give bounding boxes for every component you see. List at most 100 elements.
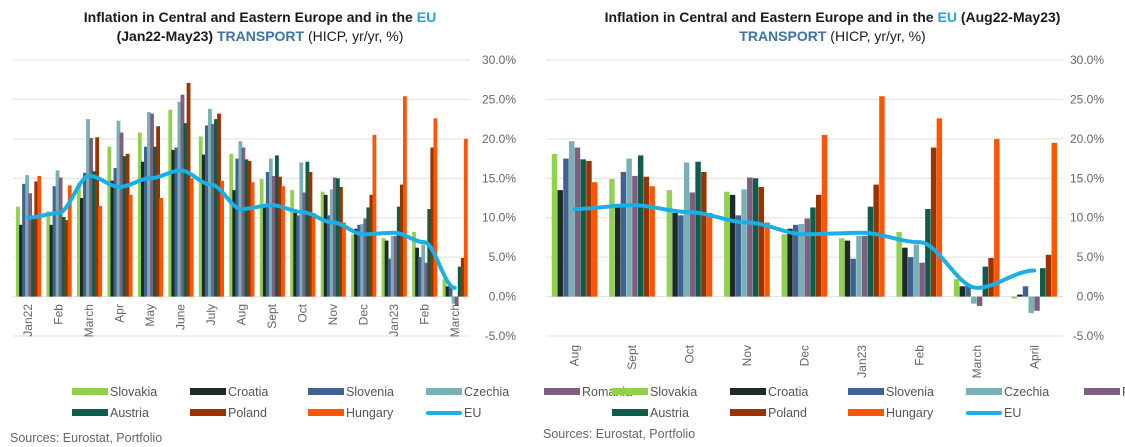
bar-hungary — [706, 212, 713, 297]
bar-slovakia — [381, 238, 386, 297]
bar-croatia — [140, 161, 145, 297]
bar-romania — [241, 147, 246, 297]
bar-romania — [302, 192, 307, 297]
bar-slovakia — [781, 234, 787, 297]
y-tick-label: -5.0% — [485, 329, 517, 343]
bar-romania — [271, 175, 276, 297]
y-tick-label: 15.0% — [482, 171, 516, 185]
legend-item: Hungary — [848, 406, 966, 420]
bar-austria — [244, 159, 249, 297]
bar-poland — [873, 184, 879, 297]
legend-swatch — [72, 409, 108, 416]
bar-slovakia — [412, 231, 416, 297]
bar-romania — [150, 113, 154, 297]
bar-slovenia — [296, 215, 301, 297]
bar-czechia — [177, 101, 182, 297]
legend-item: Slovakia — [72, 385, 190, 399]
bar-hungary — [67, 185, 72, 297]
bar-romania — [424, 262, 429, 297]
legend-swatch — [966, 410, 1002, 415]
bar-slovakia — [290, 190, 295, 297]
bar-romania — [211, 123, 215, 297]
bar-slovakia — [320, 191, 325, 297]
legend-swatch — [544, 388, 580, 395]
bar-czechia — [856, 235, 862, 297]
bar-romania — [28, 193, 33, 297]
bar-poland — [988, 257, 994, 297]
bar-czechia — [329, 189, 334, 297]
legend-label: Austria — [110, 405, 149, 420]
bar-croatia — [110, 180, 115, 297]
legend-swatch — [966, 388, 1002, 395]
legend-item: Austria — [72, 406, 190, 420]
bar-croatia — [293, 212, 298, 297]
bar-slovakia — [46, 211, 51, 297]
bar-austria — [925, 209, 931, 297]
bar-hungary — [764, 222, 770, 297]
legend-row: Austria Poland Hungary EU — [72, 402, 662, 423]
title-eu: EU — [937, 9, 957, 25]
legend-label: EU — [1004, 405, 1022, 420]
bar-poland — [1045, 254, 1052, 297]
bar-hungary — [994, 138, 1000, 297]
legend-item: Slovakia — [612, 385, 730, 399]
bar-poland — [758, 186, 765, 297]
bar-poland — [278, 176, 282, 297]
bar-austria — [305, 161, 310, 297]
bar-romania — [363, 218, 368, 297]
title-transport: TRANSPORT — [216, 28, 305, 44]
legend-item: Slovenia — [308, 385, 426, 399]
legend-swatch — [612, 409, 648, 416]
legend-label: Hungary — [346, 405, 394, 420]
y-tick-label: 25.0% — [482, 92, 516, 106]
bar-slovakia — [168, 109, 173, 297]
bar-hungary — [37, 175, 42, 297]
bar-poland — [930, 147, 937, 297]
legend-swatch — [848, 388, 884, 395]
y-tick-label: 30.0% — [482, 53, 516, 67]
legend-item: Slovenia — [848, 385, 966, 399]
bar-hungary — [128, 194, 133, 297]
bar-romania — [1034, 296, 1040, 311]
bar-czechia — [207, 108, 212, 297]
bar-poland — [369, 194, 374, 297]
bar-austria — [810, 207, 816, 297]
bar-czechia — [86, 119, 90, 297]
bar-czechia — [798, 224, 805, 297]
x-tick-label: April — [1027, 345, 1041, 369]
bar-poland — [217, 113, 221, 297]
bar-romania — [976, 296, 983, 307]
bar-austria — [214, 119, 218, 297]
bar-croatia — [262, 204, 267, 297]
bar-slovakia — [609, 179, 615, 297]
bar-croatia — [1017, 294, 1023, 297]
bar-austria — [335, 178, 340, 297]
bar-croatia — [49, 224, 54, 297]
bar-slovenia — [204, 125, 209, 297]
bar-austria — [183, 123, 188, 297]
bar-slovakia — [1011, 296, 1017, 299]
bar-slovakia — [953, 279, 960, 297]
x-tick-label: Oct — [683, 344, 697, 363]
title-main: Inflation in Central and Eastern Europe … — [604, 9, 938, 25]
bar-croatia — [415, 247, 419, 297]
y-tick-label: 25.0% — [1070, 92, 1104, 106]
bar-croatia — [384, 240, 389, 297]
bar-slovakia — [137, 132, 142, 297]
legend-swatch — [612, 388, 648, 395]
bar-hungary — [591, 182, 598, 297]
x-tick-label: March — [448, 304, 462, 337]
x-tick-label: Aug — [235, 304, 249, 325]
bar-hungary — [159, 198, 164, 297]
bar-hungary — [189, 178, 194, 297]
legend-label: Austria — [650, 405, 689, 420]
bar-slovenia — [22, 183, 26, 297]
bar-slovenia — [965, 285, 971, 297]
bar-romania — [332, 177, 337, 297]
bar-romania — [689, 192, 696, 297]
bar-poland — [460, 257, 465, 297]
bar-czechia — [451, 296, 456, 304]
legend-item: Croatia — [190, 385, 308, 399]
legend-swatch — [730, 409, 766, 416]
bar-slovenia — [1022, 286, 1029, 297]
